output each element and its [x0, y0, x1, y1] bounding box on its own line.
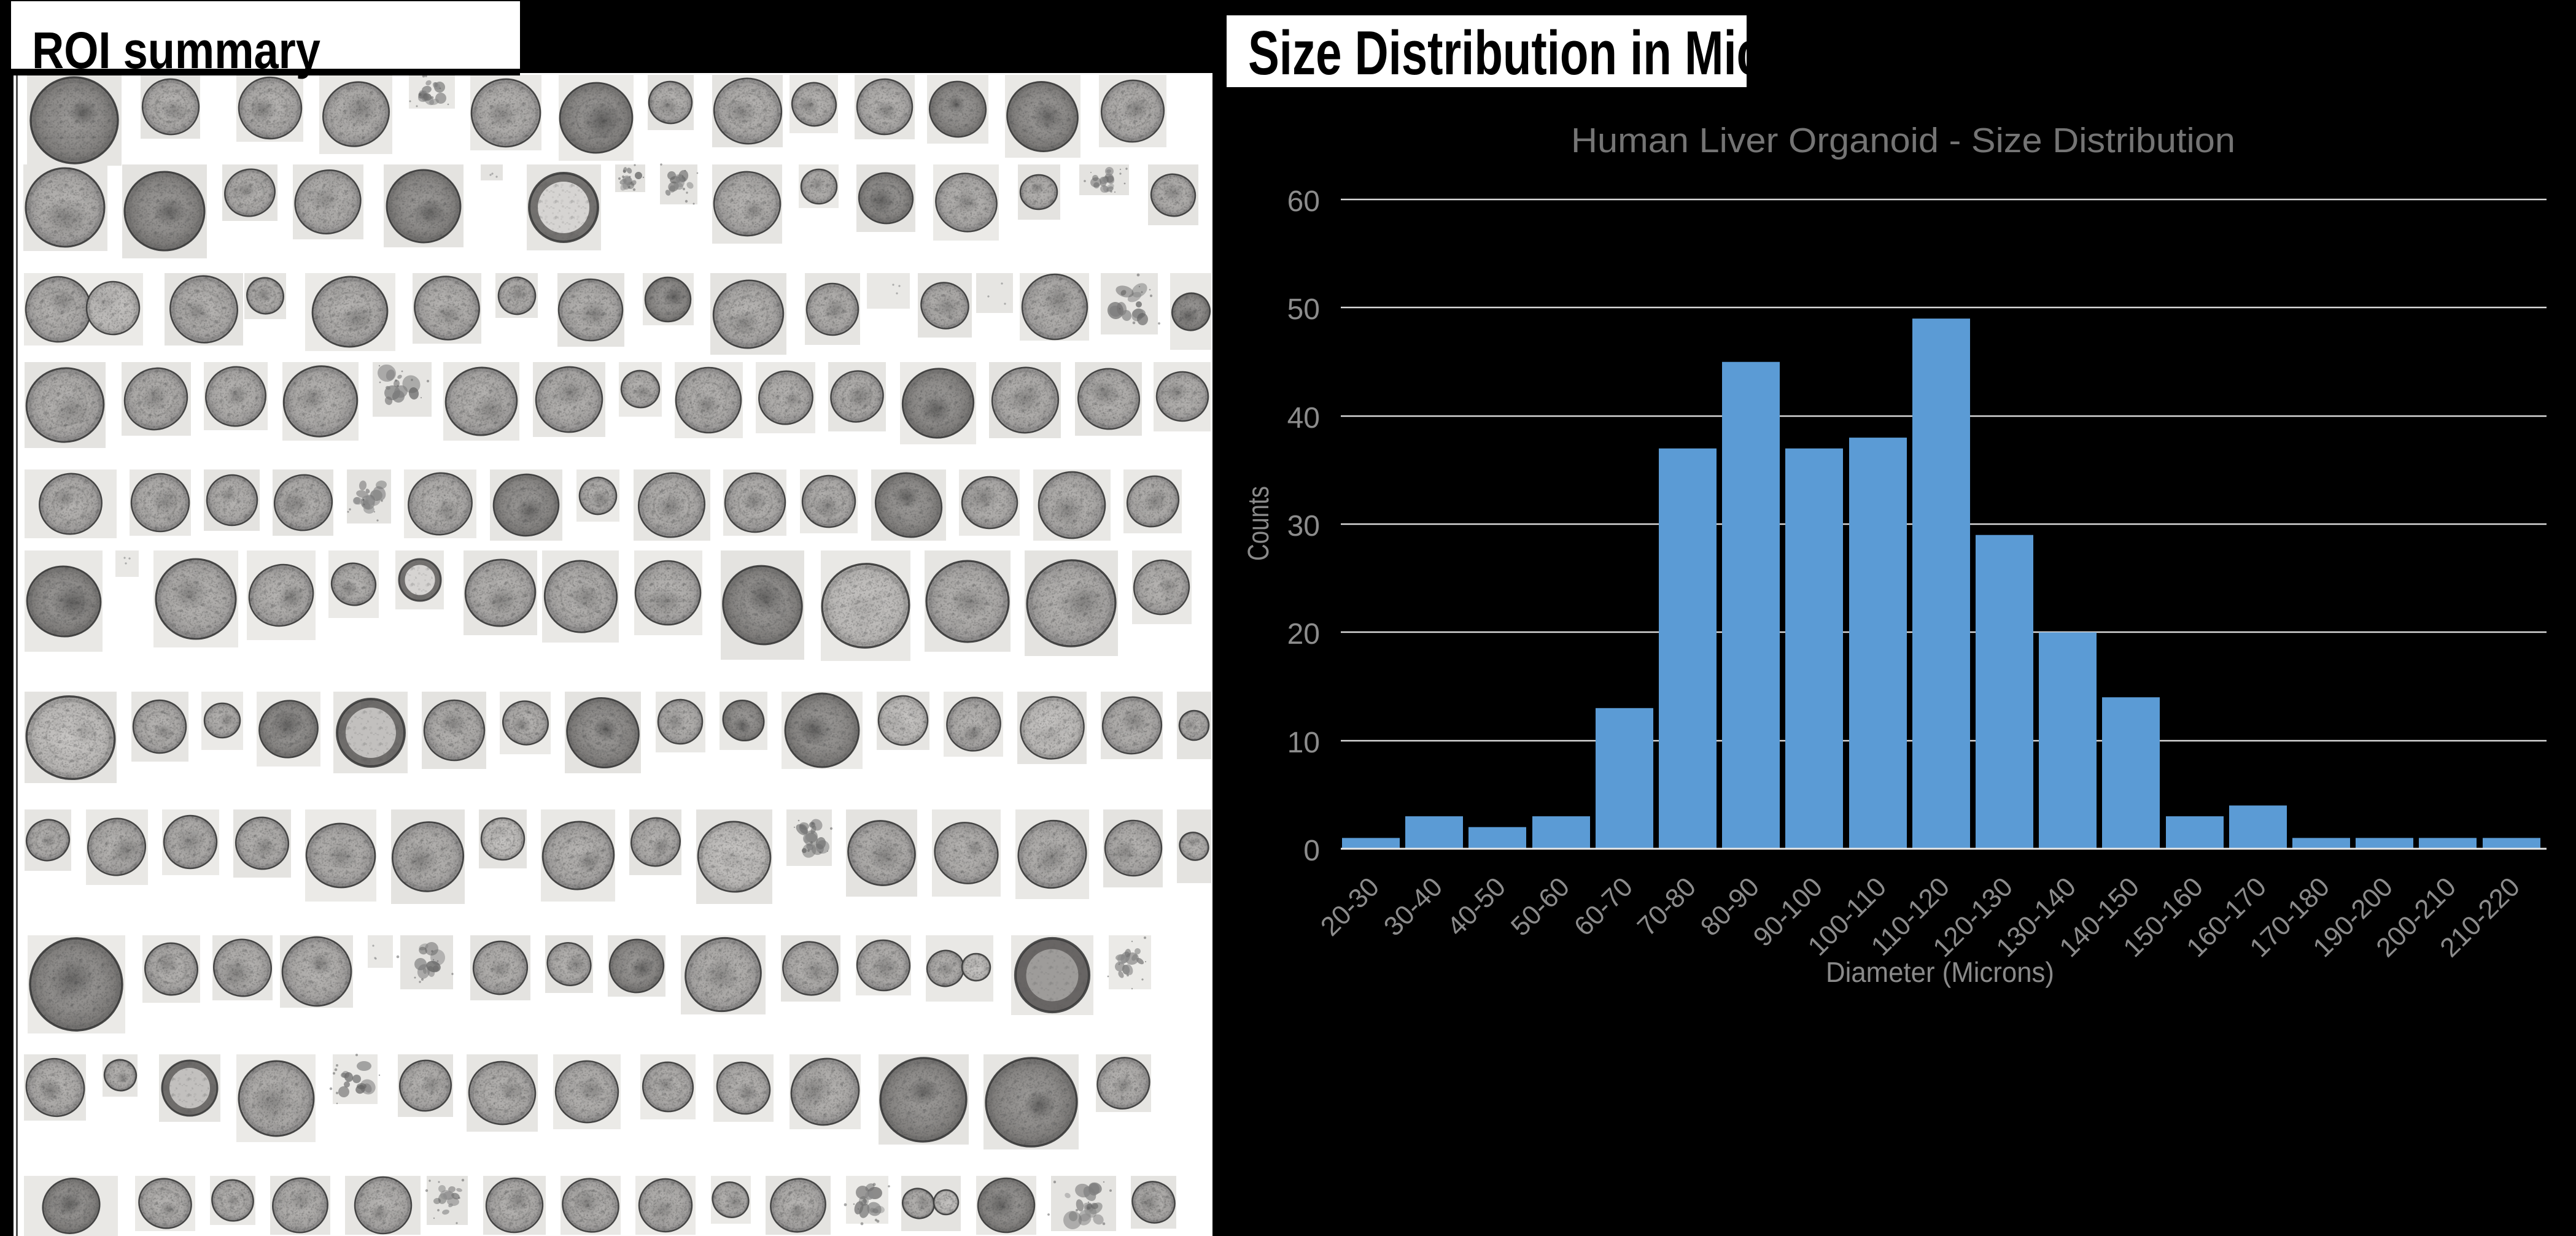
svg-text:0: 0	[1303, 835, 1320, 867]
svg-text:Counts: Counts	[1243, 486, 1275, 561]
svg-text:Diameter (Microns): Diameter (Microns)	[1826, 956, 2054, 988]
svg-text:50: 50	[1287, 293, 1320, 326]
svg-text:30: 30	[1287, 510, 1320, 543]
svg-text:10: 10	[1287, 727, 1320, 759]
svg-text:60: 60	[1287, 185, 1320, 218]
svg-text:Human Liver Organoid - Size Di: Human Liver Organoid - Size Distribution	[1571, 121, 2235, 160]
svg-text:ROI summary: ROI summary	[32, 21, 320, 79]
svg-text:20: 20	[1287, 618, 1320, 651]
svg-text:40: 40	[1287, 402, 1320, 435]
svg-text:Size Distribution in Mic: Size Distribution in Mic	[1248, 19, 1763, 88]
